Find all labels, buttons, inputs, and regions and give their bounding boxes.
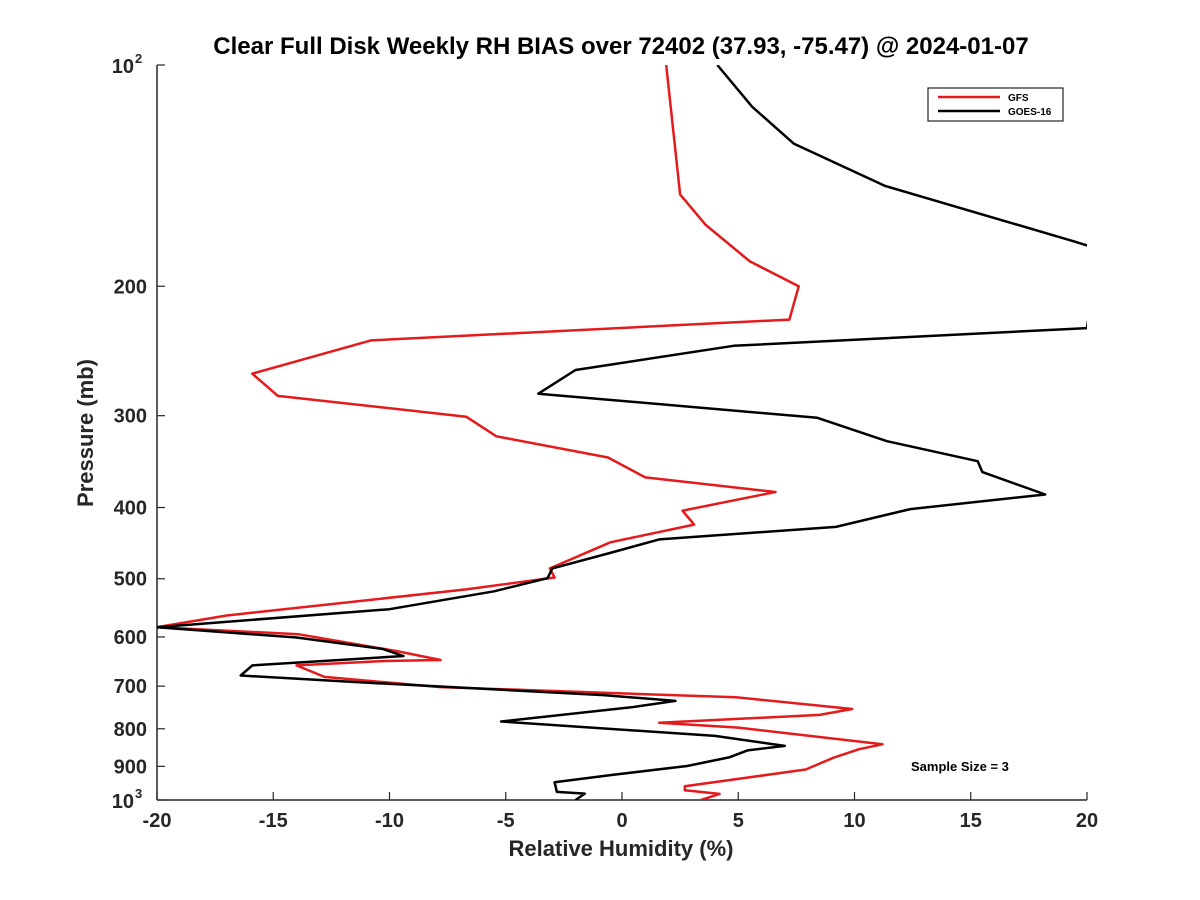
x-tick-label: 0	[616, 810, 627, 832]
y-tick-label: 900	[114, 756, 147, 778]
legend-label-goes16: GOES-16	[1008, 107, 1052, 118]
x-tick-label: -15	[259, 810, 288, 832]
y-tick-base: 10	[112, 56, 134, 78]
x-axis-label: Relative Humidity (%)	[509, 836, 734, 861]
x-ticks: -20 -15 -10 -5 0 5 10 15 20	[143, 792, 1098, 832]
chart-title: Clear Full Disk Weekly RH BIAS over 7240…	[213, 33, 1028, 60]
y-axis-label: Pressure (mb)	[73, 359, 98, 507]
y-tick-label: 700	[114, 676, 147, 698]
series-line-goes16	[157, 65, 1087, 800]
sample-size-annotation: Sample Size = 3	[911, 759, 1009, 774]
x-tick-label: -5	[497, 810, 515, 832]
y-tick-exponent: 3	[135, 786, 142, 801]
y-tick-label: 200	[114, 276, 147, 298]
y-tick-base: 10	[112, 791, 134, 813]
legend-label-gfs: GFS	[1008, 93, 1029, 104]
y-tick-label: 10 3	[112, 786, 142, 813]
legend: GFS GOES-16	[927, 87, 1064, 122]
x-tick-label: -10	[375, 810, 404, 832]
y-tick-exponent: 2	[135, 51, 142, 66]
x-tick-label: 10	[843, 810, 865, 832]
x-tick-label: 5	[733, 810, 744, 832]
x-tick-label: -20	[143, 810, 172, 832]
series-line-gfs	[157, 65, 884, 800]
y-tick-label: 600	[114, 627, 147, 649]
x-tick-label: 20	[1076, 810, 1098, 832]
legend-box	[927, 87, 1064, 122]
y-tick-label: 800	[114, 719, 147, 741]
y-tick-label: 10 2	[112, 51, 142, 78]
y-tick-label: 500	[114, 569, 147, 591]
y-tick-label: 300	[114, 406, 147, 428]
y-tick-label: 400	[114, 498, 147, 520]
series-group	[157, 65, 1087, 800]
x-tick-label: 15	[960, 810, 982, 832]
